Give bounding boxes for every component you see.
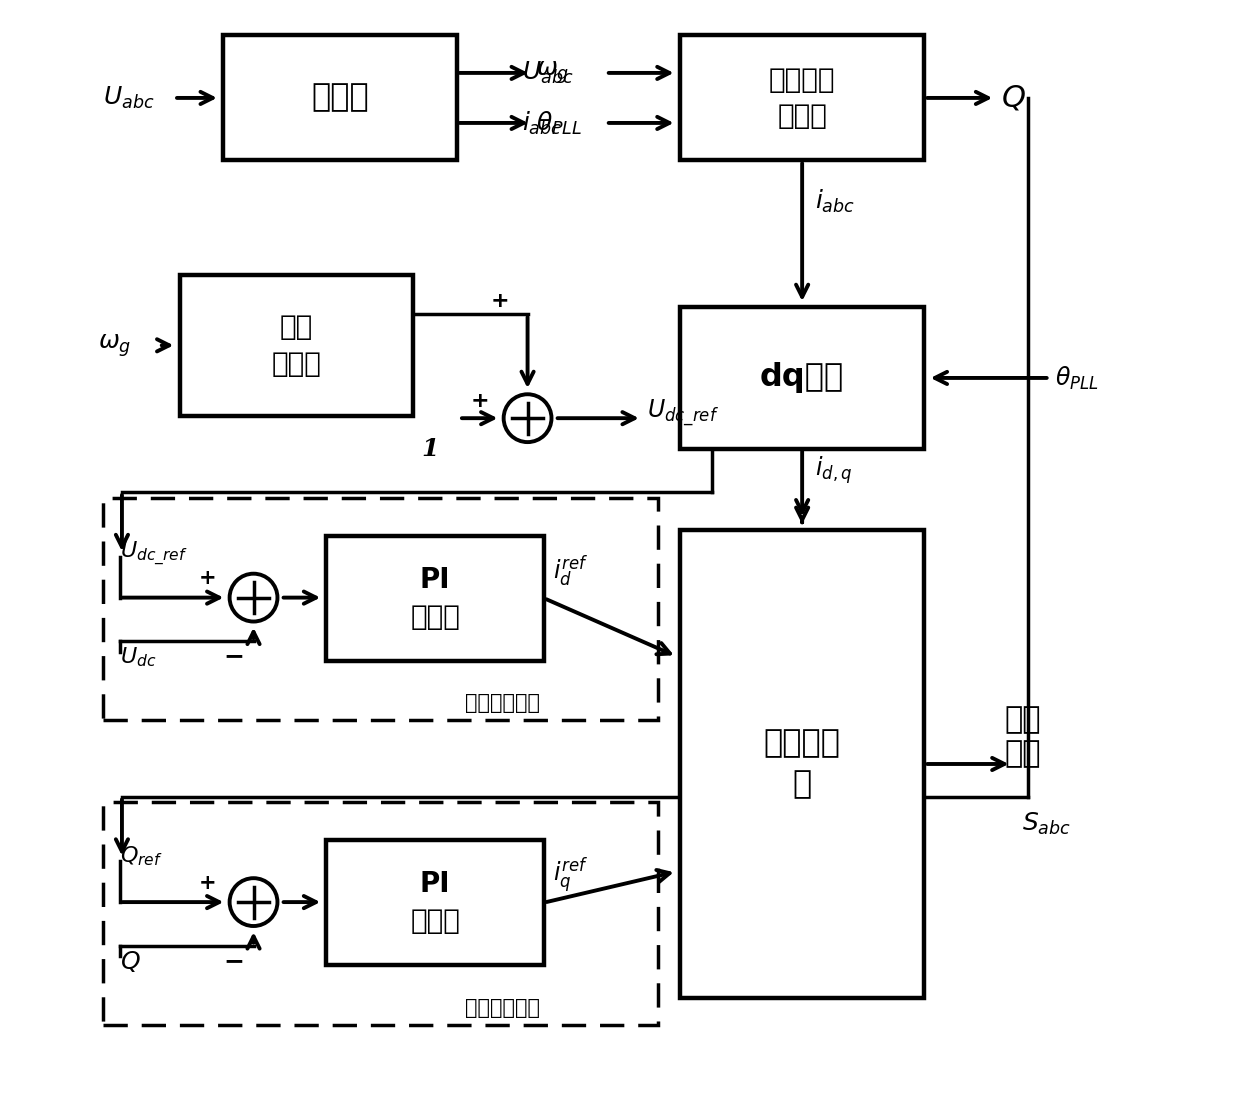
Text: PI
控制器: PI 控制器 xyxy=(410,566,460,631)
Text: $U_{dc\_ref}$: $U_{dc\_ref}$ xyxy=(120,540,187,568)
Text: −: − xyxy=(223,645,244,668)
Text: −: − xyxy=(223,949,244,973)
FancyBboxPatch shape xyxy=(680,35,925,161)
Text: 电流控制
器: 电流控制 器 xyxy=(764,728,841,800)
Text: $U_{dc\_ref}$: $U_{dc\_ref}$ xyxy=(647,398,719,428)
Text: PI
控制器: PI 控制器 xyxy=(410,870,460,935)
Text: 锁相环: 锁相环 xyxy=(311,82,368,114)
Text: $Q$: $Q$ xyxy=(1001,82,1025,114)
Text: 直流电压控制: 直流电压控制 xyxy=(465,693,541,713)
Text: +: + xyxy=(200,568,217,588)
Text: $U_{abc}$: $U_{abc}$ xyxy=(103,85,155,111)
Text: $\theta_{PLL}$: $\theta_{PLL}$ xyxy=(1055,364,1099,391)
Text: $U_{abc}$: $U_{abc}$ xyxy=(522,60,574,86)
Text: $i_{abc}$: $i_{abc}$ xyxy=(815,188,856,215)
Text: +: + xyxy=(470,391,489,411)
FancyBboxPatch shape xyxy=(223,35,456,161)
Text: 驱动
信号: 驱动 信号 xyxy=(1004,705,1040,768)
FancyBboxPatch shape xyxy=(326,841,544,965)
Text: $i_{abc}$: $i_{abc}$ xyxy=(522,109,562,137)
Text: 阻尼
控制器: 阻尼 控制器 xyxy=(272,313,321,378)
Text: $Q$: $Q$ xyxy=(120,950,140,974)
Text: $i_{d,q}$: $i_{d,q}$ xyxy=(815,455,853,486)
Text: $Q_{ref}$: $Q_{ref}$ xyxy=(120,845,162,868)
FancyBboxPatch shape xyxy=(326,536,544,660)
FancyBboxPatch shape xyxy=(180,274,413,416)
FancyBboxPatch shape xyxy=(680,307,925,448)
Text: +: + xyxy=(491,291,510,312)
Text: dq变换: dq变换 xyxy=(760,363,844,393)
Text: $\omega_g$: $\omega_g$ xyxy=(98,332,131,359)
Text: 瞬时功率
计算器: 瞬时功率 计算器 xyxy=(769,66,836,130)
FancyBboxPatch shape xyxy=(680,530,925,998)
Text: $U_{dc}$: $U_{dc}$ xyxy=(120,646,156,669)
Text: +: + xyxy=(200,872,217,893)
Text: $i_q^{ref}$: $i_q^{ref}$ xyxy=(553,856,588,895)
Text: $\omega_g$: $\omega_g$ xyxy=(536,59,569,86)
Text: $\theta_{PLL}$: $\theta_{PLL}$ xyxy=(536,109,583,137)
Text: 1: 1 xyxy=(422,436,439,460)
Text: 无功功率控制: 无功功率控制 xyxy=(465,998,541,1018)
Text: $i_d^{ref}$: $i_d^{ref}$ xyxy=(553,553,588,589)
Text: $S_{abc}$: $S_{abc}$ xyxy=(1022,811,1071,837)
